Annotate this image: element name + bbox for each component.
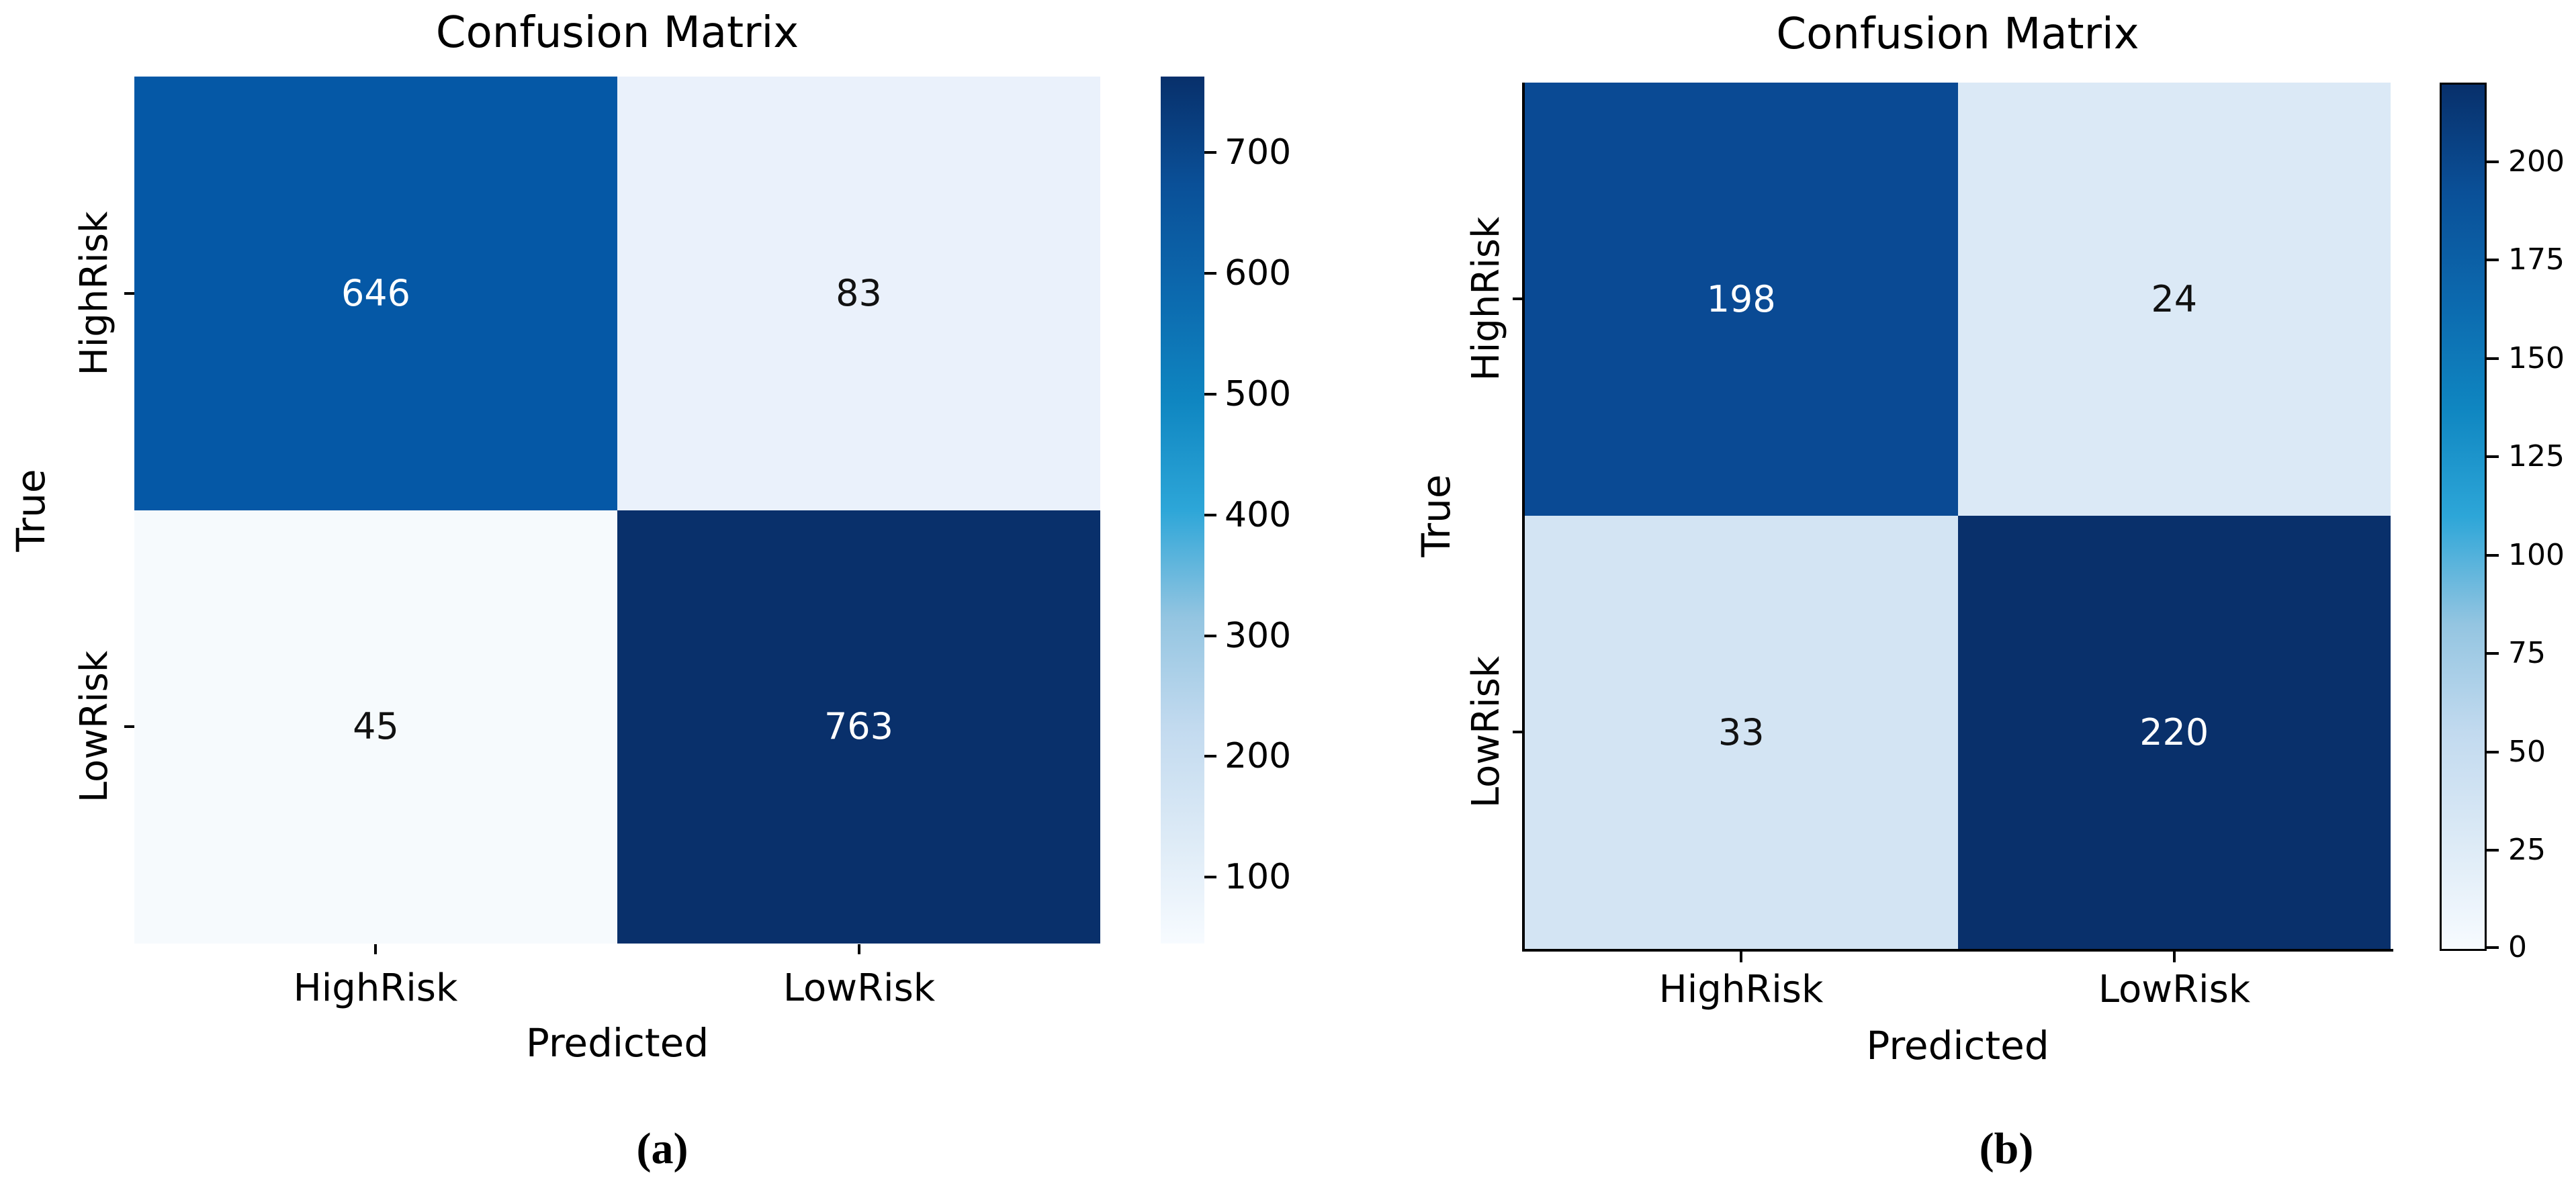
subfigure-caption-a: (a)	[636, 1124, 689, 1173]
colorbar-tick-label: 200	[2508, 144, 2565, 179]
colorbar-tick-mark	[2487, 161, 2499, 163]
y-axis-label: True	[1413, 474, 1459, 557]
colorbar-tick-mark	[2487, 751, 2499, 753]
colorbar-tick-mark	[1204, 272, 1216, 275]
y-tick-mark	[1513, 731, 1523, 733]
y-tick-mark	[1513, 297, 1523, 300]
x-tick-mark	[374, 944, 377, 954]
matrix-cell-true-lowrisk-pred-lowrisk: 763	[617, 510, 1100, 944]
colorbar-tick-mark	[2487, 946, 2499, 949]
colorbar-tick-label: 300	[1225, 616, 1292, 656]
colorbar-gradient	[2440, 83, 2487, 951]
colorbar-tick-label: 25	[2508, 833, 2546, 867]
x-tick-label-lowrisk: LowRisk	[783, 966, 936, 1010]
x-tick-mark	[858, 944, 860, 954]
colorbar-tick-label: 400	[1225, 495, 1292, 535]
colorbar-tick-mark	[2487, 652, 2499, 655]
y-tick-label-highrisk: HighRisk	[73, 211, 116, 376]
colorbar-tick-label: 125	[2508, 439, 2565, 473]
panel-b: Confusion Matrix 198 24 33 220 HighRisk …	[1288, 0, 2576, 1192]
axis-left-spine	[1522, 83, 1525, 952]
matrix-cell-true-lowrisk-pred-lowrisk: 220	[1957, 516, 2391, 949]
colorbar-tick-mark	[1204, 755, 1216, 758]
colorbar-tick-mark	[1204, 876, 1216, 878]
axis-bottom-spine	[1522, 949, 2393, 952]
colorbar-tick-mark	[2487, 455, 2499, 458]
matrix-cell-true-highrisk-pred-lowrisk: 83	[617, 77, 1100, 510]
confusion-matrix-heatmap: 198 24 33 220	[1525, 83, 2391, 949]
colorbar-tick-mark	[1204, 514, 1216, 516]
matrix-cell-true-highrisk-pred-lowrisk: 24	[1957, 83, 2391, 516]
panel-a: Confusion Matrix 646 83 45 763 HighRisk …	[8, 8, 1292, 1173]
colorbar-tick-mark	[2487, 259, 2499, 261]
colorbar-gradient	[1161, 77, 1204, 944]
colorbar-tick-label: 200	[1225, 736, 1292, 776]
colorbar-tick-label: 100	[2508, 538, 2565, 572]
colorbar-tick-mark	[1204, 393, 1216, 396]
x-tick-label-lowrisk: LowRisk	[2098, 968, 2251, 1011]
matrix-cell-true-highrisk-pred-highrisk: 646	[134, 77, 617, 510]
colorbar-tick-label: 700	[1225, 132, 1292, 173]
colorbar-tick-label: 100	[1225, 857, 1292, 897]
x-axis-label: Predicted	[1866, 1023, 2049, 1068]
colorbar-tick-mark	[1204, 635, 1216, 637]
colorbar-tick-mark	[2487, 554, 2499, 557]
colorbar-tick-label: 75	[2508, 636, 2546, 670]
page-title: Confusion Matrix	[1776, 9, 2139, 59]
matrix-cell-true-highrisk-pred-highrisk: 198	[1525, 83, 1958, 516]
y-tick-mark	[124, 725, 134, 728]
colorbar-tick-mark	[1204, 151, 1216, 154]
y-tick-label-lowrisk: LowRisk	[1464, 655, 1508, 809]
colorbar-tick-label: 150	[2508, 341, 2565, 375]
y-axis-label: True	[8, 469, 54, 552]
colorbar-tick-label: 175	[2508, 242, 2565, 277]
colorbar-tick-label: 500	[1225, 374, 1292, 414]
x-tick-mark	[2173, 952, 2176, 962]
x-tick-label-highrisk: HighRisk	[293, 966, 458, 1010]
colorbar-tick-label: 600	[1225, 253, 1292, 293]
x-tick-label-highrisk: HighRisk	[1658, 968, 1824, 1011]
y-tick-label-highrisk: HighRisk	[1464, 216, 1508, 381]
colorbar-tick-label: 50	[2508, 735, 2546, 769]
confusion-matrix-heatmap: 646 83 45 763	[134, 77, 1100, 944]
x-tick-mark	[1740, 952, 1742, 962]
x-axis-label: Predicted	[525, 1020, 709, 1066]
subfigure-caption-b: (b)	[1979, 1124, 2034, 1173]
matrix-cell-true-lowrisk-pred-highrisk: 45	[134, 510, 617, 944]
page-title: Confusion Matrix	[435, 8, 799, 58]
y-tick-label-lowrisk: LowRisk	[73, 650, 116, 803]
colorbar-tick-mark	[2487, 357, 2499, 360]
colorbar-tick-label: 0	[2508, 930, 2527, 964]
y-tick-mark	[124, 292, 134, 295]
matrix-cell-true-lowrisk-pred-highrisk: 33	[1525, 516, 1958, 949]
colorbar-tick-mark	[2487, 849, 2499, 852]
